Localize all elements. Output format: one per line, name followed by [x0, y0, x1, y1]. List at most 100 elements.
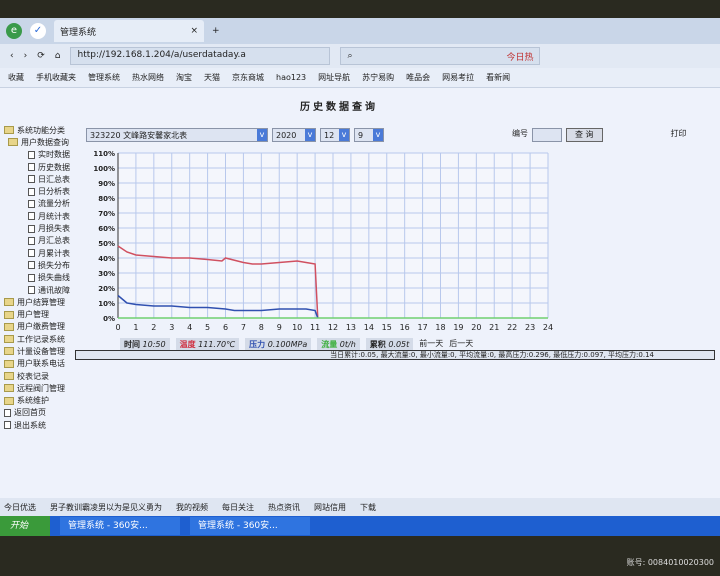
bookmark-item[interactable]: 天猫: [204, 73, 220, 82]
start-button[interactable]: 开始: [0, 516, 50, 536]
status-item[interactable]: 我的视频: [176, 502, 208, 512]
bookmark-item[interactable]: 网易考拉: [442, 73, 475, 82]
x-tick-label: 1: [133, 323, 138, 332]
browser-logo-icon: e: [6, 23, 22, 39]
folder-icon: [4, 347, 14, 356]
bookmark-item[interactable]: 手机收藏夹: [36, 73, 76, 82]
tree-link[interactable]: 返回首页: [4, 407, 70, 419]
y-tick-label: 90%: [98, 180, 115, 188]
address-bar[interactable]: http://192.168.1.204/a/userdataday.a: [70, 47, 331, 65]
home-icon[interactable]: ⌂: [54, 51, 61, 61]
tree-item[interactable]: 损失曲线: [4, 272, 70, 284]
cumulative-label: 累积: [369, 340, 386, 349]
bookmark-item[interactable]: 管理系统: [88, 73, 120, 82]
status-item[interactable]: 今日优选: [4, 502, 36, 512]
x-tick-label: 6: [223, 323, 228, 332]
taskbar-item[interactable]: 管理系统 - 360安...: [190, 517, 310, 535]
bookmark-item[interactable]: hao123: [276, 73, 307, 82]
query-button[interactable]: 查 询: [566, 128, 603, 142]
bookmark-item[interactable]: 看新闻: [486, 73, 511, 82]
tree-item[interactable]: 历史数据: [4, 161, 70, 173]
tab-management[interactable]: 管理系统 ×: [54, 20, 204, 42]
document-icon: [28, 163, 35, 172]
tree-item[interactable]: 实时数据: [4, 149, 70, 161]
temp-label: 温度: [179, 340, 196, 349]
prev-day-link[interactable]: 前一天: [419, 339, 444, 348]
back-icon[interactable]: ‹: [10, 51, 14, 61]
print-button[interactable]: 打印: [670, 129, 687, 138]
tree-folder[interactable]: 用户结算管理: [4, 296, 70, 308]
tree-folder[interactable]: 用户管理: [4, 308, 70, 320]
status-item[interactable]: 男子教训霸凌男以为是见义勇为: [50, 502, 162, 512]
tree-item[interactable]: 月累计表: [4, 247, 70, 259]
tree-item[interactable]: 月汇总表: [4, 235, 70, 247]
status-item[interactable]: 热点资讯: [268, 502, 300, 512]
day-value: 9: [358, 130, 364, 140]
year-value: 2020: [276, 130, 297, 140]
tree-label: 损失分布: [38, 260, 70, 270]
tree-folder[interactable]: 校表记录: [4, 370, 70, 382]
tree-label: 工作记录系统: [17, 334, 65, 344]
cumulative-field: 累积 0.05t: [365, 338, 414, 351]
tree-folder[interactable]: 工作记录系统: [4, 333, 70, 345]
status-item[interactable]: 网站信用: [314, 502, 346, 512]
year-select[interactable]: 2020 v: [272, 128, 316, 142]
meter-select[interactable]: 323220 文峰路安馨家北表 v: [86, 128, 268, 142]
tree-group[interactable]: 用户数据查询: [4, 136, 70, 148]
tree-label: 月累计表: [38, 248, 70, 258]
tree-folder[interactable]: 计量设备管理: [4, 345, 70, 357]
x-tick-label: 19: [453, 323, 463, 332]
tree-folder[interactable]: 系统维护: [4, 395, 70, 407]
tree-root[interactable]: 系统功能分类: [4, 124, 70, 136]
tree-folder[interactable]: 远程阀门管理: [4, 382, 70, 394]
next-day-link[interactable]: 后一天: [449, 339, 474, 348]
x-tick-label: 22: [507, 323, 517, 332]
tree-folder[interactable]: 用户联系电话: [4, 358, 70, 370]
tree-link[interactable]: 退出系统: [4, 419, 70, 431]
forward-icon[interactable]: ›: [23, 51, 28, 61]
flow-value: 0t/h: [339, 340, 356, 349]
tree-item[interactable]: 日分析表: [4, 185, 70, 197]
y-tick-label: 110%: [93, 150, 115, 158]
tab-bar: e ✓ 管理系统 × +: [0, 18, 720, 44]
tree-item[interactable]: 月损失表: [4, 222, 70, 234]
bookmark-item[interactable]: 收藏: [8, 73, 24, 82]
status-item[interactable]: 下载: [360, 502, 376, 512]
tree-label: 校表记录: [17, 371, 49, 381]
bookmark-item[interactable]: 淘宝: [176, 73, 192, 82]
close-icon[interactable]: ×: [190, 26, 198, 36]
tree-item[interactable]: 损失分布: [4, 259, 70, 271]
bookmark-item[interactable]: 热水网络: [132, 73, 164, 82]
folder-icon: [4, 126, 14, 135]
tree-item[interactable]: 流量分析: [4, 198, 70, 210]
x-tick-label: 15: [382, 323, 392, 332]
tree-item[interactable]: 月统计表: [4, 210, 70, 222]
nav-tree: 系统功能分类 用户数据查询 实时数据 历史数据 日汇总表 日分析表 流量分析 月统计表 月损失表…: [4, 124, 70, 431]
tree-folder[interactable]: 用户缴费管理: [4, 321, 70, 333]
new-tab-icon[interactable]: +: [212, 26, 220, 36]
taskbar-item[interactable]: 管理系统 - 360安...: [60, 517, 180, 535]
check-icon[interactable]: ✓: [30, 23, 46, 39]
document-icon: [28, 261, 35, 270]
x-tick-label: 17: [417, 323, 427, 332]
tree-label: 计量设备管理: [17, 346, 65, 356]
tree-item[interactable]: 日汇总表: [4, 173, 70, 185]
number-input[interactable]: [532, 128, 562, 142]
bookmark-item[interactable]: 网址导航: [318, 73, 351, 82]
daily-summary: 当日累计:0.05, 最大流量:0, 最小流量:0, 平均流量:0, 最高压力:…: [75, 350, 715, 360]
refresh-icon[interactable]: ⟳: [37, 51, 45, 61]
x-tick-label: 4: [187, 323, 192, 332]
x-tick-label: 0: [115, 323, 120, 332]
x-tick-label: 24: [543, 323, 553, 332]
time-label: 时间: [124, 340, 140, 349]
search-box[interactable]: ⌕ 今日热: [340, 47, 541, 65]
status-item[interactable]: 每日关注: [222, 502, 254, 512]
bookmark-item[interactable]: 唯品会: [406, 73, 431, 82]
bookmark-item[interactable]: 苏宁易购: [362, 73, 395, 82]
month-select[interactable]: 12 v: [320, 128, 350, 142]
tree-label: 远程阀门管理: [17, 383, 65, 393]
bookmark-item[interactable]: 京东商城: [232, 73, 264, 82]
tree-item[interactable]: 通讯故障: [4, 284, 70, 296]
x-tick-label: 13: [346, 323, 356, 332]
